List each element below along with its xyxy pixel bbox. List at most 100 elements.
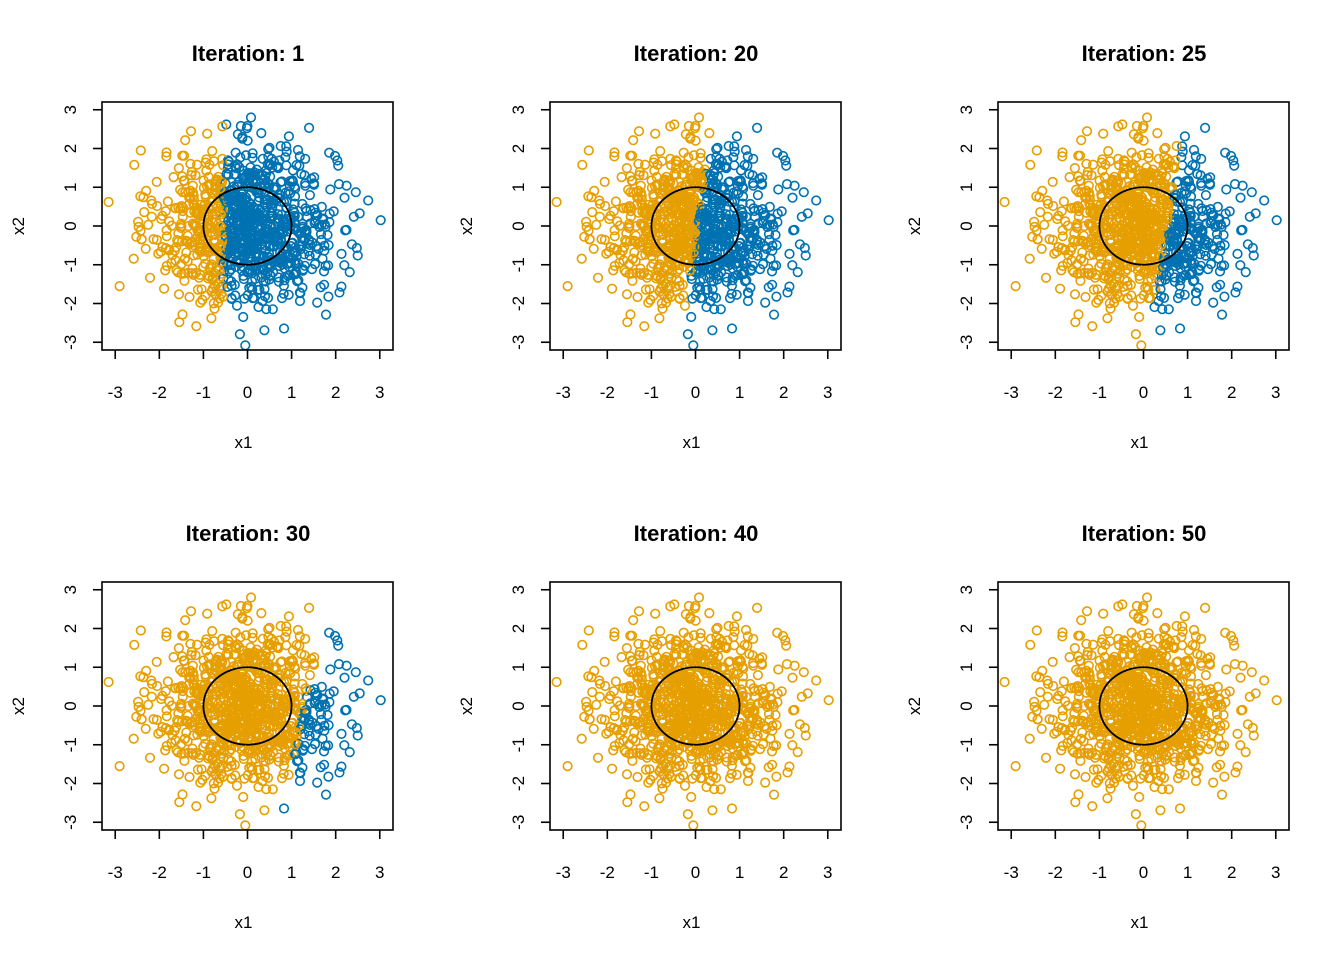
point-class-a: [173, 289, 185, 300]
point-class-a: [153, 728, 164, 739]
x-tick-label: 2: [779, 383, 788, 402]
point-class-a: [240, 820, 251, 831]
point-class-b: [289, 181, 300, 192]
point-class-b: [258, 251, 269, 262]
point-class-a: [208, 298, 219, 309]
point-class-b: [375, 695, 386, 706]
point-class-a: [185, 606, 197, 617]
point-class-a: [1081, 126, 1093, 137]
point-class-b: [256, 244, 267, 255]
point-class-b: [292, 276, 303, 287]
point-class-a: [138, 192, 149, 203]
point-class-b: [240, 340, 251, 351]
x-tick-label: 3: [823, 383, 832, 402]
point-class-a: [146, 211, 157, 222]
point-class-a: [259, 805, 270, 816]
point-class-b: [308, 178, 319, 189]
point-class-a: [188, 194, 199, 205]
point-class-a: [192, 284, 203, 295]
y-tick-label: -1: [61, 257, 80, 272]
point-class-b: [242, 135, 253, 146]
point-class-a: [588, 723, 599, 734]
point-class-a: [141, 185, 152, 196]
point-class-b: [336, 281, 347, 292]
y-tick-label: 3: [61, 105, 80, 114]
point-class-b: [249, 204, 260, 215]
point-class-a: [610, 196, 622, 207]
point-class-b: [333, 160, 344, 171]
point-class-b: [297, 282, 308, 293]
point-class-a: [217, 121, 228, 132]
point-class-a: [751, 602, 763, 614]
point-class-a: [999, 196, 1010, 208]
point-class-a: [180, 135, 191, 146]
x-tick-label: 0: [243, 383, 252, 402]
point-class-b: [309, 172, 320, 183]
y-tick-label: 2: [61, 624, 80, 633]
point-class-a: [201, 165, 212, 176]
point-class-b: [270, 228, 281, 239]
point-class-a: [152, 200, 163, 212]
point-class-a: [1171, 140, 1182, 152]
x-tick-label: 3: [375, 383, 384, 402]
point-class-a: [621, 163, 633, 174]
point-class-b: [226, 276, 237, 287]
point-class-b: [278, 323, 290, 334]
point-class-a: [650, 128, 661, 139]
point-class-b: [261, 304, 272, 315]
point-class-a: [135, 145, 146, 156]
point-class-b: [246, 256, 257, 267]
y-tick-label: 0: [509, 221, 528, 230]
point-class-a: [151, 656, 162, 668]
point-class-b: [225, 193, 236, 204]
point-class-b: [236, 225, 247, 236]
point-class-a: [1102, 313, 1113, 324]
point-class-b: [319, 279, 330, 290]
point-class-a: [159, 763, 170, 774]
x-tick-label: 2: [331, 383, 340, 402]
y-tick-label: -1: [957, 257, 976, 272]
point-class-a: [633, 126, 645, 137]
point-class-b: [348, 211, 359, 222]
point-class-b: [705, 153, 716, 164]
point-class-a: [1152, 128, 1163, 139]
y-axis-label: x2: [9, 697, 28, 715]
x-tick-label: -1: [196, 863, 211, 882]
point-class-b: [1232, 248, 1243, 259]
point-class-b: [751, 122, 763, 133]
point-class-a: [185, 207, 196, 218]
point-class-b: [237, 207, 248, 218]
point-class-b: [336, 728, 347, 740]
point-class-b: [309, 259, 321, 270]
point-class-a: [182, 230, 193, 241]
point-class-b: [254, 231, 265, 242]
point-class-a: [161, 147, 172, 158]
y-tick-label: 3: [957, 105, 976, 114]
point-class-a: [562, 281, 573, 292]
point-class-b: [226, 227, 238, 238]
point-class-a: [162, 196, 173, 207]
point-class-a: [1069, 289, 1081, 300]
point-class-a: [591, 699, 602, 710]
point-class-a: [1141, 112, 1153, 123]
point-class-a: [178, 150, 190, 161]
point-class-a: [185, 126, 197, 137]
point-class-a: [655, 625, 666, 637]
point-class-a: [114, 281, 125, 292]
y-tick-label: 3: [61, 585, 80, 594]
y-tick-label: -3: [509, 335, 528, 350]
point-class-b: [284, 270, 295, 281]
point-class-b: [276, 196, 287, 207]
point-class-a: [173, 642, 184, 654]
point-class-a: [577, 159, 588, 170]
point-class-a: [1036, 243, 1047, 254]
point-class-a: [234, 809, 245, 820]
point-class-b: [711, 144, 722, 155]
point-class-a: [136, 234, 147, 245]
point-class-a: [599, 680, 611, 692]
point-class-b: [260, 165, 272, 176]
x-tick-label: -1: [644, 383, 659, 402]
point-class-a: [173, 769, 185, 780]
